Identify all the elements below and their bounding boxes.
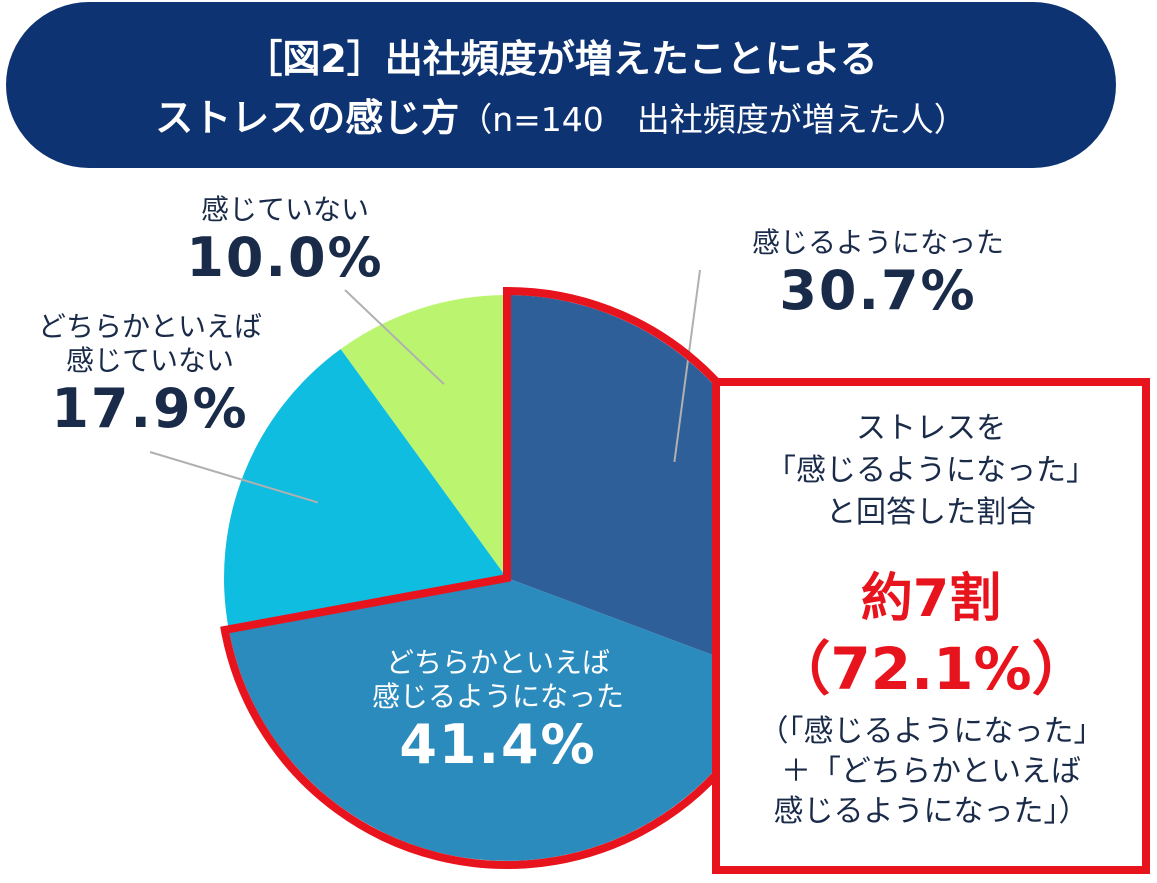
- callout-q2: 「感じるようになった」: [766, 453, 1096, 488]
- slice-3-name-line1: どちらかといえば: [37, 310, 262, 343]
- slice-2-name-line2: 感じるようになった: [371, 680, 624, 713]
- slice-label-1: 感じるようになった 30.7%: [718, 226, 1038, 322]
- chart-title-line2: ストレスの感じ方（n=140 出社頻度が増えた人）: [6, 96, 1116, 142]
- slice-1-name: 感じるようになった: [751, 226, 1004, 259]
- slice-label-3: どちらかといえば 感じていない 17.9%: [0, 310, 300, 440]
- slice-label-4: 感じていない 10.0%: [140, 193, 430, 289]
- pie-slice-4: [340, 295, 507, 578]
- leader-line-3: [149, 451, 319, 504]
- title-banner: [6, 2, 1116, 168]
- callout-note3: 感じるようになった」）: [773, 794, 1089, 829]
- leader-line-4: [344, 289, 445, 385]
- pie-slice-2: [228, 578, 772, 861]
- callout-q1: ストレスを: [856, 411, 1006, 446]
- leader-line-1: [673, 269, 701, 463]
- chart-title-main: ストレスの感じ方: [155, 96, 460, 140]
- callout-note: （「感じるようになった」 ＋「どちらかといえば 感じるようになった」）: [720, 712, 1142, 832]
- slice-label-2: どちらかといえば 感じるようになった 41.4%: [328, 646, 668, 776]
- chart-title-sample: （n=140 出社頻度が増えた人）: [459, 100, 967, 139]
- callout-q3: と回答した割合: [826, 495, 1036, 530]
- summary-callout: ストレスを 「感じるようになった」 と回答した割合 約7割 （72.1%） （「…: [712, 378, 1150, 874]
- slice-3-name-line2: 感じていない: [65, 344, 234, 377]
- callout-note1: （「感じるようになった」: [758, 714, 1104, 749]
- pie-slice-3: [224, 349, 507, 630]
- chart-title-line1: ［図2］出社頻度が増えたことによる: [244, 37, 878, 81]
- slice-1-value: 30.7%: [779, 259, 977, 322]
- slice-3-value: 17.9%: [51, 377, 249, 440]
- slice-4-value: 10.0%: [186, 226, 384, 289]
- callout-note2: ＋「どちらかといえば: [781, 754, 1081, 789]
- slice-2-name-line1: どちらかといえば: [385, 646, 610, 679]
- slice-4-name: 感じていない: [200, 193, 369, 226]
- slice-2-value: 41.4%: [399, 713, 597, 776]
- callout-question: ストレスを 「感じるようになった」 と回答した割合: [720, 408, 1142, 534]
- callout-percentage: （72.1%）: [772, 635, 1090, 703]
- callout-headline: 約7割: [860, 569, 1002, 629]
